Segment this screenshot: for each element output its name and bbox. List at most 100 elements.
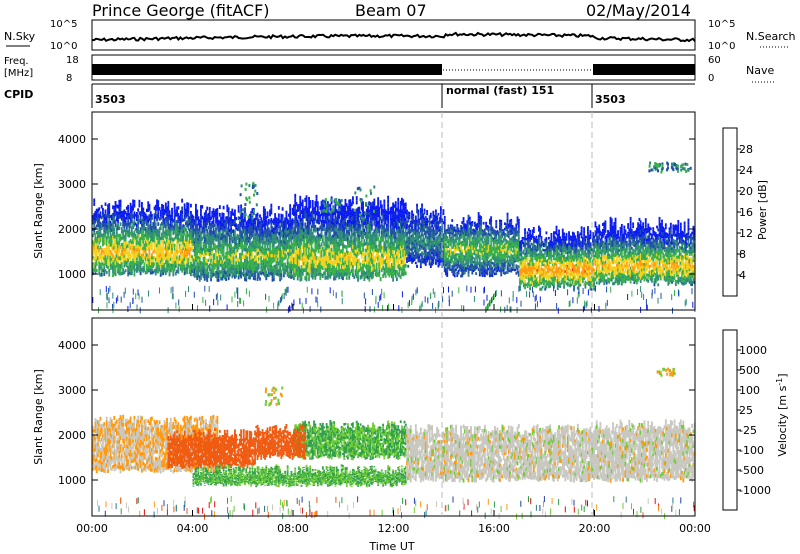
power-cell — [115, 254, 118, 258]
power-cell — [228, 217, 231, 221]
power-cell — [408, 244, 411, 247]
power-cell — [107, 224, 109, 229]
power-cell — [445, 243, 447, 246]
power-cell — [119, 264, 122, 268]
power-cell — [235, 255, 238, 259]
power-cell — [197, 265, 200, 269]
power-cell — [396, 277, 398, 281]
power-cell — [218, 254, 221, 259]
power-cell — [183, 253, 186, 258]
power-cell — [352, 268, 354, 273]
power-cell — [320, 250, 323, 254]
power-cell — [144, 237, 147, 241]
power-cell — [136, 260, 138, 264]
power-cell — [133, 245, 136, 250]
power-cell — [127, 251, 130, 255]
power-cell — [115, 237, 118, 242]
power-cell — [239, 234, 241, 238]
power-cell — [119, 271, 122, 276]
power-cell — [139, 252, 142, 257]
power-cell — [93, 249, 96, 254]
power-cell — [168, 259, 171, 264]
power-cell — [242, 247, 245, 251]
power-cell — [300, 241, 303, 246]
power-cell — [99, 228, 102, 232]
power-cell — [200, 212, 202, 217]
power-cell — [210, 268, 212, 272]
power-cell — [178, 246, 181, 250]
power-cell — [148, 217, 151, 221]
power-cell — [109, 261, 112, 265]
power-cell — [142, 256, 145, 260]
power-cell — [99, 273, 102, 277]
power-cell — [222, 213, 225, 217]
power-cell — [182, 218, 185, 222]
power-cell — [324, 271, 327, 276]
power-cell — [94, 268, 97, 272]
power-cell — [103, 272, 106, 276]
power-cell — [247, 267, 250, 271]
power-cell — [181, 225, 184, 230]
power-cell — [234, 216, 236, 220]
power-cell — [280, 276, 283, 280]
power-cell — [206, 221, 209, 226]
power-cell — [217, 263, 220, 267]
power-cell — [162, 218, 165, 223]
power-cell — [105, 261, 108, 265]
power-cell — [442, 212, 445, 216]
power-cell — [215, 245, 217, 249]
power-cell — [172, 269, 175, 274]
power-cell — [192, 230, 195, 234]
power-cell — [404, 263, 407, 268]
power-cell — [289, 215, 292, 219]
power-cell — [215, 238, 217, 242]
power-cell — [139, 243, 142, 247]
nsky-tick-bottom-left: 10^0 — [50, 41, 77, 52]
power-cell — [216, 222, 219, 227]
power-cell — [130, 247, 133, 251]
power-cell — [456, 274, 459, 277]
power-cell — [107, 245, 109, 249]
power-cell — [236, 267, 239, 271]
power-cell — [207, 245, 210, 249]
power-cell — [403, 213, 406, 218]
power-cell — [102, 223, 104, 228]
power-cell — [246, 242, 249, 246]
power-cell — [239, 256, 241, 259]
power-cell — [181, 210, 184, 215]
power-cell — [146, 239, 148, 244]
power-cell — [262, 237, 265, 241]
power-cell — [129, 213, 132, 218]
power-cell — [114, 261, 117, 265]
power-cell — [241, 232, 244, 236]
power-cell — [230, 224, 233, 228]
power-cell — [146, 256, 148, 261]
power-cell — [197, 268, 200, 272]
power-cell — [221, 229, 224, 233]
power-cell — [162, 264, 165, 269]
power-cell — [128, 253, 131, 257]
power-cell — [255, 257, 258, 261]
power-cell — [114, 246, 117, 250]
power-cell — [95, 240, 98, 244]
power-cell — [104, 202, 107, 206]
power-cell — [164, 235, 167, 239]
power-cell — [187, 257, 190, 262]
power-cell — [107, 262, 109, 266]
power-cell — [173, 254, 176, 258]
power-cell — [240, 252, 243, 257]
power-cell — [183, 242, 186, 247]
power-cell — [122, 214, 125, 218]
power-cell — [171, 263, 173, 267]
power-cell — [443, 224, 446, 228]
power-cell — [392, 250, 395, 254]
power-cell — [320, 253, 323, 258]
power-cell — [181, 264, 184, 269]
power-cell — [235, 252, 238, 256]
power-cell — [461, 252, 464, 255]
power-cell — [245, 275, 248, 279]
power-cell — [167, 260, 170, 264]
power-cell — [232, 219, 235, 223]
nave-tick-bottom: 0 — [708, 73, 714, 84]
power-cell — [198, 253, 201, 257]
